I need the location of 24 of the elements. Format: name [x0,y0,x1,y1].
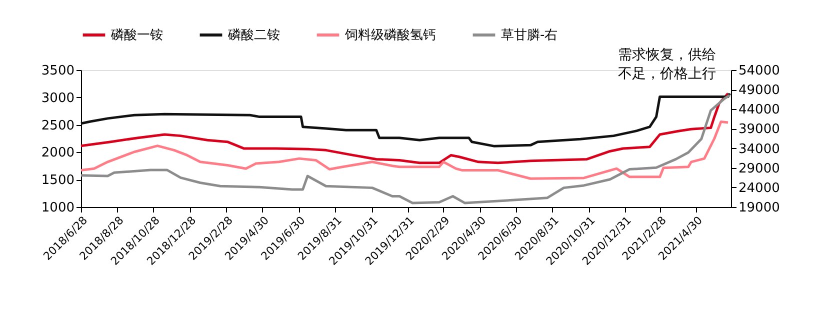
y-tick-label: 1000 [41,200,74,216]
legend-label: 磷酸二铵 [227,28,280,43]
line-series [80,94,732,204]
text: 需求恢复，供给 [618,47,716,63]
line-series [80,120,730,180]
legend-label: 草甘膦-右 [501,28,558,43]
annotation: 不足，价格上行 [618,66,716,82]
y-tick-label: 2000 [41,146,74,161]
y2-tick-label: 29000 [738,161,780,176]
y2-tick-label: 44000 [738,102,780,118]
y2-tick-label: 24000 [738,180,780,196]
y-tick-label: 2500 [41,118,74,134]
y2-tick-label: 49000 [738,83,780,98]
y-tick-label: 1500 [41,173,74,188]
line-series [80,92,732,148]
y-tick-label: 3000 [41,90,74,106]
y2-tick-label: 54000 [738,64,780,78]
y2-tick-label: 39000 [738,122,780,138]
y2-tick-label: 34000 [738,142,780,157]
y-tick-label: 3500 [41,64,74,78]
y2-tick-label: 19000 [738,200,780,216]
legend-label: 饲料级磷酸氢钙 [344,28,436,43]
legend-label: 磷酸一铵 [110,28,163,43]
line-series [80,92,730,164]
